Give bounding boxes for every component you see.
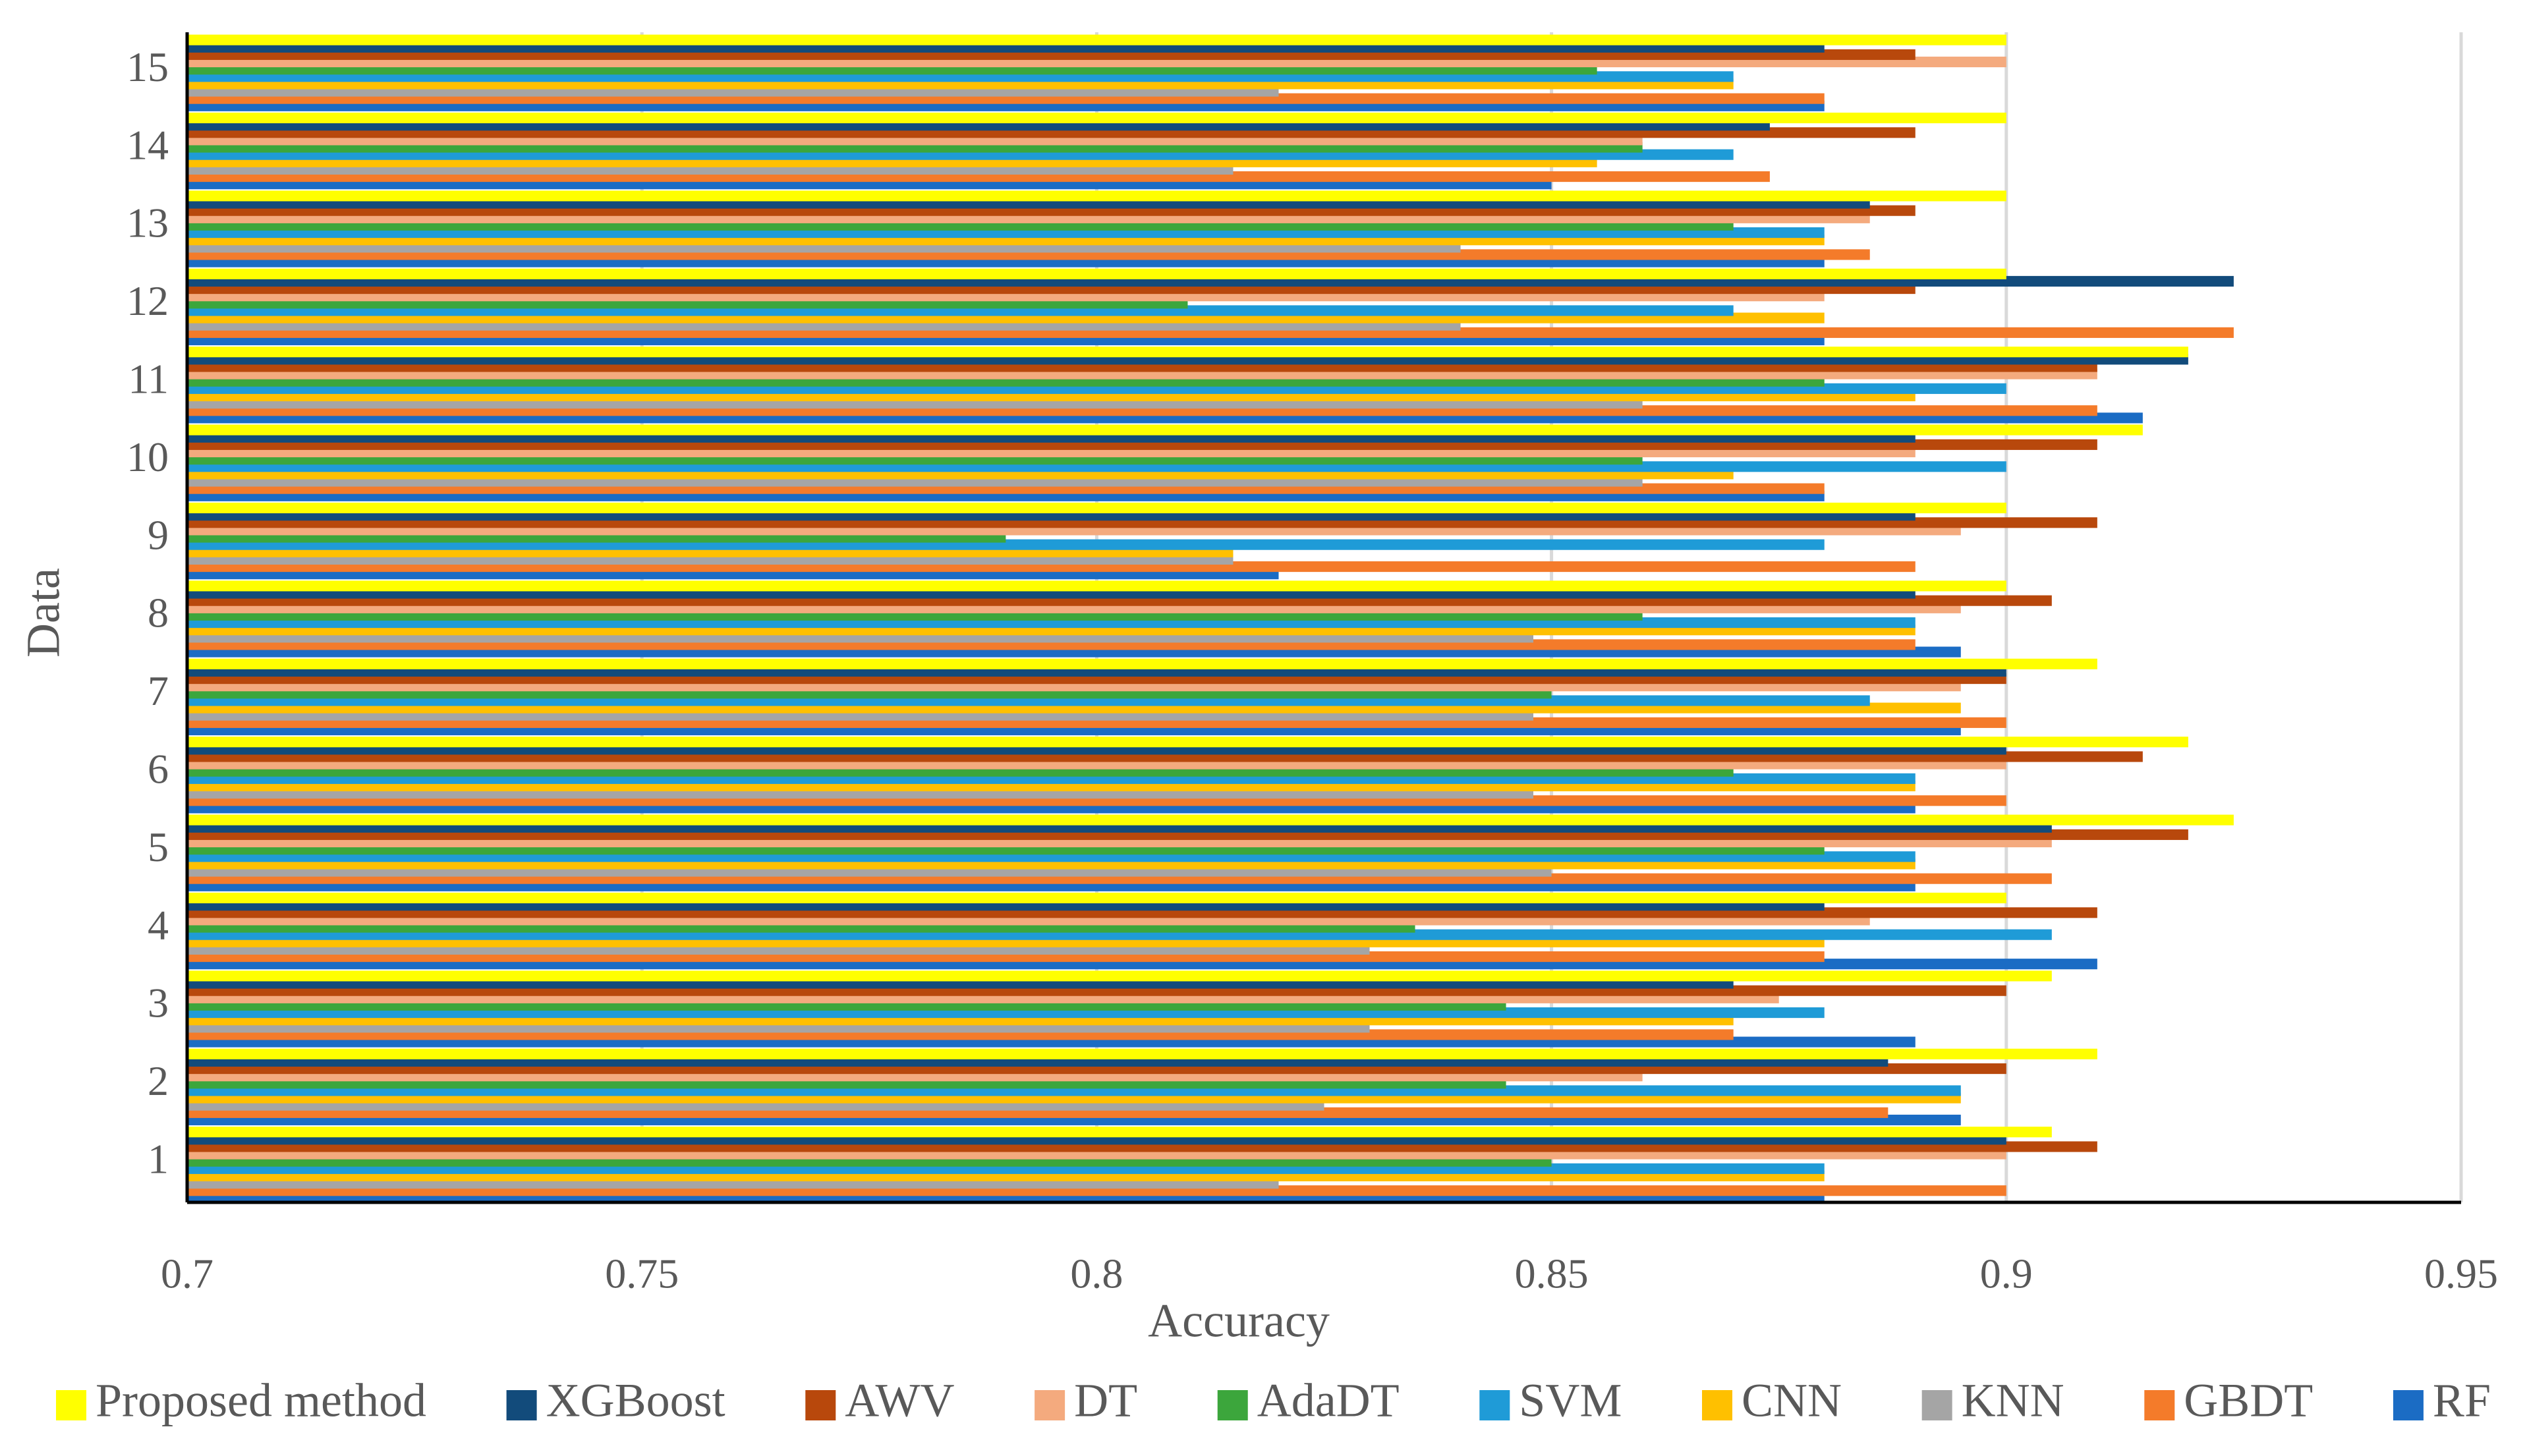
legend-item: AdaDT xyxy=(1217,1374,1400,1427)
bar xyxy=(187,424,2143,435)
legend-swatch xyxy=(1921,1390,1952,1420)
y-tick-label: 6 xyxy=(148,745,169,792)
y-tick-label: 1 xyxy=(148,1135,169,1182)
y-tick-label: 14 xyxy=(127,121,169,168)
y-tick-label: 2 xyxy=(148,1057,169,1104)
legend-swatch xyxy=(1217,1390,1248,1420)
x-tick-label: 0.9 xyxy=(1980,1250,2033,1297)
x-axis-title: Accuracy xyxy=(1148,1295,1330,1347)
y-tick-label: 13 xyxy=(127,200,169,246)
bar xyxy=(187,190,2006,202)
legend-label: Proposed method xyxy=(96,1374,426,1427)
bar xyxy=(187,580,2006,592)
legend-item: Proposed method xyxy=(56,1374,426,1427)
y-tick-label: 15 xyxy=(127,43,169,90)
legend-item: XGBoost xyxy=(506,1374,725,1427)
bar xyxy=(187,347,2188,358)
legend-label: SVM xyxy=(1519,1374,1622,1427)
legend-swatch xyxy=(506,1390,537,1420)
legend-item: RF xyxy=(2393,1374,2491,1427)
legend-swatch xyxy=(805,1390,836,1420)
bars xyxy=(187,34,2234,1204)
y-tick-label: 12 xyxy=(127,277,169,324)
y-tick-label: 7 xyxy=(148,667,169,714)
legend-swatch xyxy=(1702,1390,1732,1420)
bar xyxy=(187,814,2234,826)
legend-item: GBDT xyxy=(2144,1374,2313,1427)
legend-label: DT xyxy=(1074,1374,1137,1427)
y-tick-label: 5 xyxy=(148,824,169,870)
legend-label: RF xyxy=(2433,1374,2491,1427)
legend-item: SVM xyxy=(1479,1374,1622,1427)
bar xyxy=(187,1048,2097,1059)
legend-label: KNN xyxy=(1962,1374,2064,1427)
bar xyxy=(187,892,2006,904)
legend-label: CNN xyxy=(1742,1374,1842,1427)
bar xyxy=(187,1127,2052,1138)
y-tick-label: 3 xyxy=(148,980,169,1026)
y-tick-label: 4 xyxy=(148,901,169,948)
bar xyxy=(187,34,2006,45)
legend-swatch xyxy=(1035,1390,1065,1420)
legend-swatch xyxy=(2144,1390,2175,1420)
y-axis-title: Data xyxy=(17,568,70,658)
x-tick-label: 0.75 xyxy=(605,1250,679,1297)
y-tick-label: 10 xyxy=(127,434,169,480)
y-tick-label: 9 xyxy=(148,511,169,558)
legend-label: XGBoost xyxy=(546,1374,725,1427)
legend-swatch xyxy=(1479,1390,1510,1420)
legend-label: GBDT xyxy=(2184,1374,2313,1427)
bar xyxy=(187,268,2006,279)
bar xyxy=(187,658,2097,669)
legend-label: AWV xyxy=(845,1374,954,1427)
legend-swatch xyxy=(2393,1390,2424,1420)
bar xyxy=(187,737,2188,748)
legend-item: CNN xyxy=(1702,1374,1842,1427)
x-tick-label: 0.7 xyxy=(161,1250,213,1297)
bar xyxy=(187,112,2006,124)
x-tick-label: 0.85 xyxy=(1515,1250,1589,1297)
legend-item: AWV xyxy=(805,1374,954,1427)
x-tick-label: 0.8 xyxy=(1070,1250,1123,1297)
legend-swatch xyxy=(56,1390,86,1420)
legend-label: AdaDT xyxy=(1257,1374,1400,1427)
bar xyxy=(187,970,2052,982)
legend-item: DT xyxy=(1035,1374,1137,1427)
y-tick-label: 8 xyxy=(148,590,169,636)
legend-item: KNN xyxy=(1921,1374,2064,1427)
bar xyxy=(187,502,2006,514)
y-tick-label: 11 xyxy=(128,355,169,402)
x-tick-label: 0.95 xyxy=(2424,1250,2498,1297)
